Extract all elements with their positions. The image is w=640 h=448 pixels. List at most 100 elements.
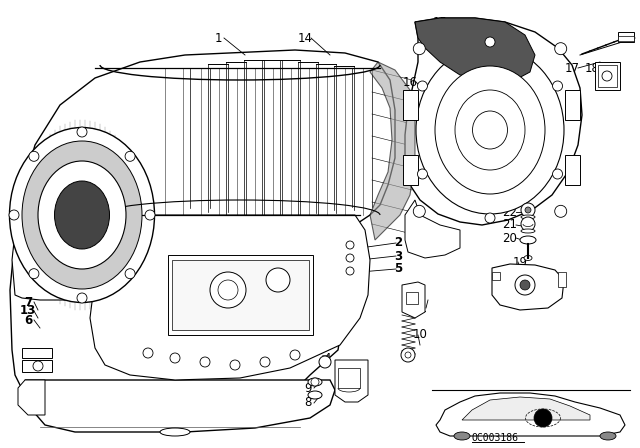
Circle shape bbox=[218, 280, 238, 300]
Text: 19: 19 bbox=[513, 255, 527, 268]
Bar bbox=[595, 62, 620, 90]
Circle shape bbox=[9, 210, 19, 220]
Ellipse shape bbox=[472, 111, 508, 149]
Circle shape bbox=[260, 357, 270, 367]
Bar bbox=[598, 65, 617, 87]
Ellipse shape bbox=[520, 236, 536, 244]
Circle shape bbox=[552, 169, 563, 179]
Circle shape bbox=[555, 43, 566, 55]
Polygon shape bbox=[18, 380, 45, 415]
Text: 16: 16 bbox=[403, 76, 417, 89]
Polygon shape bbox=[405, 200, 460, 258]
Circle shape bbox=[413, 205, 426, 217]
Ellipse shape bbox=[10, 128, 154, 302]
Polygon shape bbox=[25, 380, 335, 432]
Polygon shape bbox=[462, 397, 590, 420]
Text: 5: 5 bbox=[394, 263, 402, 276]
Circle shape bbox=[33, 361, 43, 371]
Bar bbox=[338, 368, 360, 388]
Text: OC003186: OC003186 bbox=[472, 433, 519, 443]
Circle shape bbox=[125, 151, 135, 161]
Text: 21: 21 bbox=[502, 219, 518, 232]
Circle shape bbox=[417, 169, 428, 179]
Polygon shape bbox=[10, 50, 395, 415]
Circle shape bbox=[405, 352, 411, 358]
Circle shape bbox=[346, 267, 354, 275]
Text: 22: 22 bbox=[502, 206, 518, 219]
Bar bbox=[403, 155, 418, 185]
Circle shape bbox=[485, 213, 495, 223]
Circle shape bbox=[346, 241, 354, 249]
Circle shape bbox=[521, 217, 535, 231]
Circle shape bbox=[145, 210, 155, 220]
Bar bbox=[565, 155, 580, 185]
Circle shape bbox=[485, 37, 495, 47]
Circle shape bbox=[143, 348, 153, 358]
Text: 10: 10 bbox=[413, 328, 428, 341]
Polygon shape bbox=[436, 393, 625, 436]
Circle shape bbox=[125, 269, 135, 279]
Circle shape bbox=[319, 356, 331, 368]
Ellipse shape bbox=[454, 432, 470, 440]
Circle shape bbox=[520, 280, 530, 290]
Circle shape bbox=[346, 254, 354, 262]
Text: 12: 12 bbox=[340, 382, 355, 395]
Ellipse shape bbox=[22, 141, 142, 289]
Circle shape bbox=[266, 268, 290, 292]
Bar bbox=[565, 90, 580, 120]
Polygon shape bbox=[402, 282, 425, 318]
Polygon shape bbox=[405, 18, 582, 225]
Text: 20: 20 bbox=[502, 232, 517, 245]
Ellipse shape bbox=[54, 181, 109, 249]
Text: 2: 2 bbox=[394, 237, 402, 250]
Text: 1: 1 bbox=[214, 31, 221, 44]
Text: 8: 8 bbox=[304, 396, 312, 409]
Bar bbox=[172, 260, 309, 330]
Circle shape bbox=[534, 409, 552, 427]
Circle shape bbox=[525, 207, 531, 213]
Ellipse shape bbox=[600, 432, 616, 440]
Text: 13: 13 bbox=[20, 305, 36, 318]
Ellipse shape bbox=[521, 229, 535, 233]
Text: 17: 17 bbox=[564, 61, 579, 74]
Polygon shape bbox=[492, 264, 564, 310]
Text: 15: 15 bbox=[433, 16, 447, 29]
Circle shape bbox=[77, 127, 87, 137]
Ellipse shape bbox=[308, 378, 322, 386]
Ellipse shape bbox=[38, 161, 126, 269]
Ellipse shape bbox=[455, 90, 525, 170]
Circle shape bbox=[602, 71, 612, 81]
Bar bbox=[406, 292, 418, 304]
Circle shape bbox=[521, 203, 535, 217]
Text: 9: 9 bbox=[304, 382, 312, 395]
Circle shape bbox=[210, 272, 246, 308]
Polygon shape bbox=[335, 360, 368, 402]
Bar bbox=[618, 36, 634, 41]
Circle shape bbox=[170, 353, 180, 363]
Circle shape bbox=[290, 350, 300, 360]
Circle shape bbox=[555, 205, 566, 217]
Bar bbox=[403, 90, 418, 120]
Bar bbox=[22, 348, 52, 358]
Circle shape bbox=[515, 275, 535, 295]
Text: 18: 18 bbox=[584, 61, 600, 74]
Ellipse shape bbox=[308, 391, 322, 399]
Circle shape bbox=[401, 348, 415, 362]
Text: 3: 3 bbox=[394, 250, 402, 263]
Text: 14: 14 bbox=[298, 31, 312, 44]
Bar bbox=[168, 255, 313, 335]
Circle shape bbox=[311, 378, 319, 386]
Ellipse shape bbox=[416, 46, 564, 214]
Circle shape bbox=[552, 81, 563, 91]
Circle shape bbox=[413, 43, 426, 55]
Bar bbox=[558, 272, 566, 287]
Polygon shape bbox=[90, 215, 370, 380]
Polygon shape bbox=[12, 136, 138, 300]
Ellipse shape bbox=[521, 215, 535, 219]
Ellipse shape bbox=[435, 66, 545, 194]
Ellipse shape bbox=[160, 428, 190, 436]
Circle shape bbox=[29, 151, 39, 161]
Bar bbox=[22, 360, 52, 372]
Circle shape bbox=[29, 269, 39, 279]
Circle shape bbox=[417, 81, 428, 91]
